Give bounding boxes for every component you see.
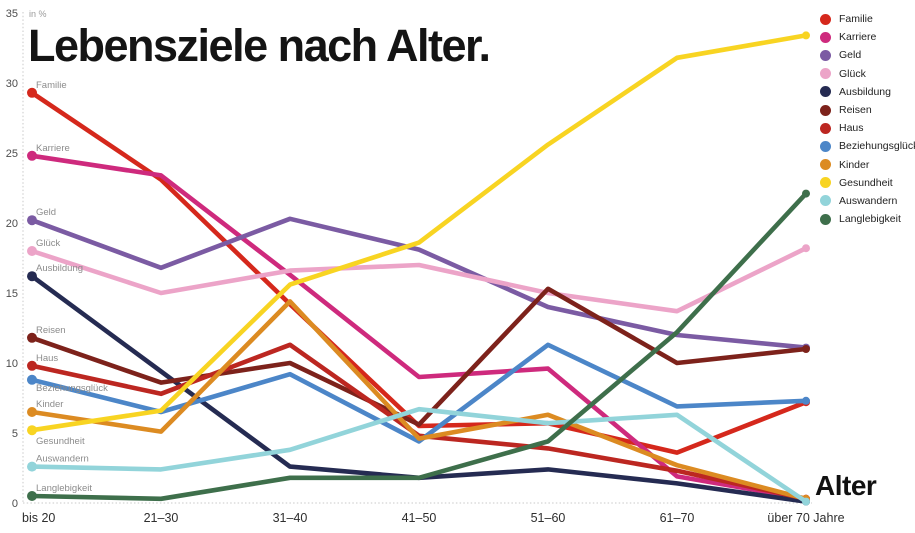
series-label-ausbildung: Ausbildung — [36, 263, 83, 274]
x-tick-label: 21–30 — [144, 511, 179, 525]
legend-swatch — [820, 177, 831, 189]
start-dot-ausbildung — [27, 271, 37, 282]
line-reisen — [29, 286, 809, 427]
y-tick-label: 30 — [6, 78, 18, 90]
start-dot-langlebigkeit — [27, 491, 37, 501]
y-tick-label: 5 — [12, 428, 18, 440]
legend-label: Auswandern — [839, 194, 898, 207]
legend-label: Beziehungsglück — [839, 140, 915, 153]
line-geld — [29, 216, 809, 350]
legend-item: Familie — [820, 10, 915, 28]
series-label-gesundheit: Gesundheit — [36, 436, 85, 447]
series-label-auswandern: Auswandern — [36, 454, 89, 465]
start-dot-familie — [27, 87, 37, 98]
legend-swatch — [820, 159, 831, 171]
series-label-kinder: Kinder — [36, 399, 63, 410]
series-label-reisen: Reisen — [36, 325, 66, 336]
legend-swatch — [820, 31, 831, 43]
line-auswandern — [29, 406, 809, 504]
series-label-geld: Geld — [36, 207, 56, 218]
end-dot-gesundheit — [802, 31, 810, 40]
end-dot-reisen — [802, 345, 810, 353]
series-label-glück: Glück — [36, 238, 61, 249]
legend-swatch — [820, 86, 831, 98]
x-tick-label: 41–50 — [402, 511, 437, 525]
legend-label: Geld — [839, 49, 862, 62]
y-tick-label: 0 — [12, 498, 18, 510]
legend-item: Karriere — [820, 28, 915, 46]
line-kinder — [29, 299, 809, 502]
line-karriere — [29, 153, 809, 502]
start-dot-auswandern — [27, 461, 37, 472]
line-gesundheit — [29, 33, 809, 433]
legend: Familie Karriere Geld Glück Ausbildung Reisen… — [820, 10, 915, 228]
start-dot-karriere — [27, 150, 37, 161]
legend-item: Ausbildung — [820, 83, 915, 101]
legend-item: Haus — [820, 119, 915, 137]
legend-swatch — [820, 140, 831, 152]
x-tick-label: 51–60 — [531, 511, 566, 525]
legend-label: Gesundheit — [839, 176, 893, 189]
legend-swatch — [820, 213, 831, 225]
legend-label: Karriere — [839, 31, 877, 44]
line-familie — [29, 90, 809, 455]
x-tick-label: bis 20 — [22, 511, 55, 525]
y-tick-label: 10 — [6, 358, 18, 370]
legend-swatch — [820, 13, 831, 25]
legend-label: Familie — [839, 13, 873, 26]
x-axis-title: Alter — [815, 470, 877, 501]
legend-item: Gesundheit — [820, 174, 915, 192]
start-dot-gesundheit — [27, 425, 37, 436]
legend-label: Langlebigkeit — [839, 213, 901, 226]
start-dot-haus — [27, 360, 37, 371]
legend-item: Kinder — [820, 156, 915, 174]
y-tick-label: 20 — [6, 218, 18, 230]
end-dot-auswandern — [802, 497, 810, 506]
series-label-beziehungsglück: Beziehungsglück — [36, 383, 108, 394]
page-title: Lebensziele nach Alter. — [28, 20, 491, 71]
start-dot-kinder — [27, 407, 37, 417]
legend-item: Langlebigkeit — [820, 210, 915, 228]
legend-item: Geld — [820, 46, 915, 64]
end-dot-beziehungsglück — [802, 396, 810, 405]
legend-item: Reisen — [820, 101, 915, 119]
legend-label: Glück — [839, 67, 866, 80]
legend-swatch — [820, 49, 831, 61]
series-label-langlebigkeit: Langlebigkeit — [36, 483, 92, 494]
x-tick-label: über 70 Jahre — [767, 511, 844, 525]
legend-item: Auswandern — [820, 192, 915, 210]
x-tick-label: 31–40 — [273, 511, 308, 525]
x-tick-label: 61–70 — [660, 511, 695, 525]
legend-label: Ausbildung — [839, 85, 891, 98]
legend-item: Glück — [820, 65, 915, 83]
start-dot-reisen — [27, 332, 37, 343]
line-glück — [29, 245, 809, 314]
legend-label: Kinder — [839, 158, 870, 171]
y-tick-label: 35 — [6, 8, 18, 20]
start-dot-beziehungsglück — [27, 374, 37, 385]
start-dot-glück — [27, 246, 37, 256]
legend-label: Haus — [839, 122, 864, 135]
series-label-familie: Familie — [36, 80, 67, 91]
start-dot-geld — [27, 215, 37, 226]
y-tick-label: 15 — [6, 288, 18, 300]
legend-swatch — [820, 104, 831, 116]
y-tick-label: 25 — [6, 148, 18, 160]
legend-item: Beziehungsglück — [820, 137, 915, 155]
end-dot-glück — [802, 244, 810, 253]
legend-swatch — [820, 122, 831, 134]
y-axis-unit-label: in % — [29, 9, 47, 19]
series-label-haus: Haus — [36, 353, 58, 364]
legend-swatch — [820, 68, 831, 80]
end-dot-langlebigkeit — [802, 189, 810, 198]
line-langlebigkeit — [29, 191, 809, 502]
legend-label: Reisen — [839, 104, 872, 117]
legend-swatch — [820, 195, 831, 207]
series-label-karriere: Karriere — [36, 143, 70, 154]
